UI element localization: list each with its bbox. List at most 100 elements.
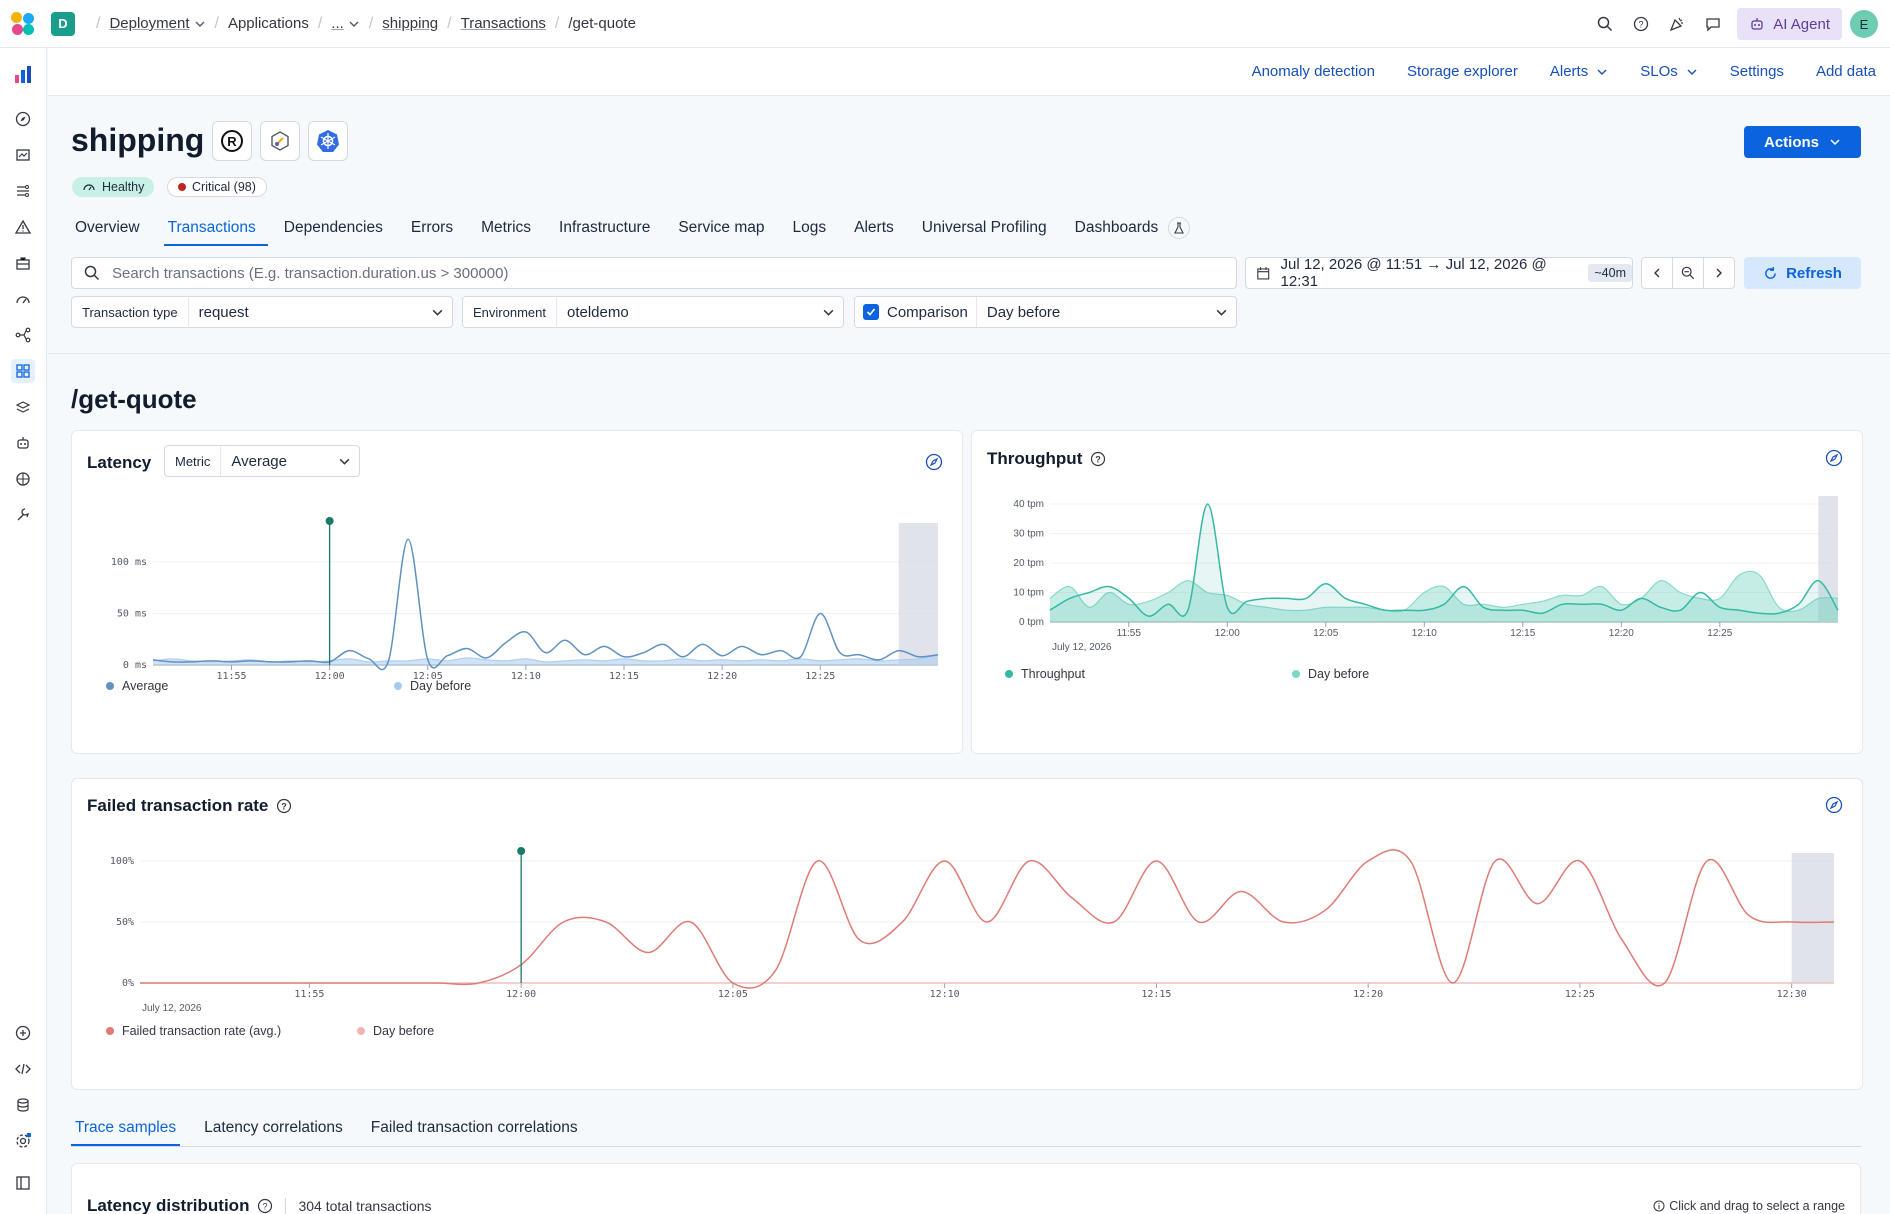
refresh-button[interactable]: Refresh — [1744, 257, 1861, 289]
tab-universal-profiling[interactable]: Universal Profiling — [921, 219, 1047, 236]
tab-latency-correlations[interactable]: Latency correlations — [204, 1119, 343, 1136]
space-avatar[interactable]: D — [51, 11, 75, 36]
stack-management-icon[interactable] — [11, 1093, 35, 1117]
comparison-select[interactable]: Comparison Day before — [854, 296, 1237, 328]
chevron-down-icon[interactable] — [194, 18, 206, 30]
storage-explorer-link[interactable]: Storage explorer — [1406, 63, 1518, 80]
anomaly-detection-link[interactable]: Anomaly detection — [1251, 63, 1375, 80]
dev-tools-icon[interactable] — [11, 1057, 35, 1081]
chevron-down-icon[interactable] — [348, 18, 360, 30]
help-icon[interactable]: ? — [1090, 451, 1106, 467]
chevron-left-icon — [1654, 268, 1660, 278]
x-tick-label: 12:10 — [1412, 628, 1437, 639]
legend-day-before[interactable]: Day before — [357, 1024, 434, 1038]
alerts-menu[interactable]: Alerts — [1550, 63, 1608, 80]
date-picker[interactable]: Jul 12, 2026 @ 11:51 → Jul 12, 2026 @ 12… — [1245, 256, 1633, 290]
opentelemetry-icon[interactable] — [260, 121, 300, 161]
user-avatar[interactable]: E — [1850, 10, 1878, 38]
breadcrumb-transactions[interactable]: Transactions — [460, 15, 546, 32]
settings-link[interactable]: Settings — [1729, 63, 1784, 80]
tab-service-map[interactable]: Service map — [678, 219, 765, 236]
alerts-icon[interactable] — [11, 215, 35, 239]
distribution-header: Latency distribution ? 304 total transac… — [87, 1196, 432, 1214]
legend-average[interactable]: Average — [106, 679, 168, 693]
legend-failed-rate[interactable]: Failed transaction rate (avg.) — [106, 1024, 281, 1038]
latency-chart[interactable]: 0 ms 50 ms 100 ms 11:55 12:00 12:05 12:10 12:15… — [72, 501, 964, 681]
news-feed-icon[interactable] — [1659, 6, 1695, 42]
next-range-button[interactable] — [1703, 257, 1735, 289]
chevron-down-icon — [1206, 306, 1236, 319]
slos-menu[interactable]: SLOs — [1640, 63, 1698, 80]
search-input[interactable]: Search transactions (E.g. transaction.du… — [71, 257, 1237, 289]
cases-icon[interactable] — [11, 251, 35, 275]
dashboards-icon[interactable] — [11, 143, 35, 167]
latency-metric-select[interactable]: Metric Average — [164, 445, 360, 477]
previous-range-button[interactable] — [1641, 257, 1673, 289]
failed-transaction-panel: Failed transaction rate ? 0% 50% 100% 11:55… — [71, 778, 1863, 1090]
legend-throughput[interactable]: Throughput — [1005, 667, 1085, 681]
distribution-title: Latency distribution — [87, 1196, 250, 1214]
environment-select[interactable]: Environment oteldemo — [462, 296, 844, 328]
add-data-icon[interactable] — [11, 1021, 35, 1045]
elastic-logo-icon[interactable] — [11, 11, 35, 36]
throughput-chart[interactable]: 0 tpm 10 tpm 20 tpm 30 tpm 40 tpm 11:55 12:00 1… — [972, 486, 1864, 656]
applications-icon[interactable] — [11, 359, 35, 383]
service-map-icon[interactable] — [11, 323, 35, 347]
ai-agent-button[interactable]: AI Agent — [1737, 8, 1842, 40]
wrench-icon[interactable] — [11, 503, 35, 527]
failed-transaction-chart[interactable]: 0% 50% 100% 11:55 12:00 12:05 12:10 12:15 12:20 1… — [72, 839, 1864, 1019]
breadcrumb-collapsed[interactable]: ... — [331, 15, 344, 32]
breadcrumb-deployment[interactable]: Deployment — [109, 15, 190, 32]
collapse-nav-icon[interactable] — [11, 1171, 35, 1195]
legend-day-before[interactable]: Day before — [1292, 667, 1369, 681]
legend-average-label: Average — [122, 679, 169, 693]
search-icon — [84, 265, 100, 281]
comparison-checkbox[interactable] — [863, 304, 879, 320]
tab-transactions[interactable]: Transactions — [163, 212, 268, 246]
y-tick-label: 10 tpm — [1013, 588, 1044, 599]
tab-alerts[interactable]: Alerts — [854, 219, 894, 236]
x-tick-label: 12:05 — [1313, 628, 1338, 639]
series-day-before-line — [152, 655, 939, 663]
inspect-icon[interactable] — [925, 453, 943, 471]
discover-icon[interactable] — [11, 107, 35, 131]
legend-day-before[interactable]: Day before — [394, 679, 471, 693]
infrastructure-icon[interactable] — [11, 395, 35, 419]
kubernetes-icon[interactable] — [308, 121, 348, 161]
observability-logo-icon[interactable] — [11, 62, 35, 86]
machine-learning-icon[interactable] — [11, 467, 35, 491]
throughput-title: Throughput — [987, 449, 1083, 468]
ai-assistant-icon[interactable] — [11, 431, 35, 455]
rust-icon[interactable]: R — [212, 121, 252, 161]
help-icon[interactable]: ? — [1623, 6, 1659, 42]
add-data-link[interactable]: Add data — [1815, 63, 1876, 80]
breadcrumb-applications[interactable]: Applications — [227, 15, 309, 32]
chat-icon[interactable] — [1695, 6, 1731, 42]
help-icon[interactable]: ? — [257, 1198, 273, 1214]
help-icon[interactable]: ? — [276, 798, 292, 814]
inspect-icon[interactable] — [1825, 449, 1843, 467]
calendar-icon — [1257, 266, 1270, 279]
inspect-icon[interactable] — [1825, 796, 1843, 814]
tab-metrics[interactable]: Metrics — [481, 219, 532, 236]
tab-overview[interactable]: Overview — [75, 219, 140, 236]
tab-logs[interactable]: Logs — [792, 219, 827, 236]
settings-gear-icon[interactable] — [11, 1129, 35, 1153]
tab-dashboards[interactable]: Dashboards — [1071, 212, 1203, 246]
tab-errors[interactable]: Errors — [410, 219, 454, 236]
tab-failed-transaction-correlations[interactable]: Failed transaction correlations — [370, 1119, 578, 1136]
search-icon[interactable] — [1587, 6, 1623, 42]
logs-icon[interactable] — [11, 179, 35, 203]
tab-infrastructure[interactable]: Infrastructure — [559, 219, 651, 236]
tab-trace-samples[interactable]: Trace samples — [71, 1112, 181, 1146]
actions-button[interactable]: Actions — [1744, 126, 1861, 158]
health-status-badge[interactable]: Healthy — [72, 177, 155, 197]
x-tick-label: 12:00 — [315, 671, 345, 681]
transaction-type-select[interactable]: Transaction type request — [71, 296, 453, 328]
slo-icon[interactable] — [11, 287, 35, 311]
breadcrumb-shipping[interactable]: shipping — [382, 15, 439, 32]
robot-icon — [1751, 18, 1763, 30]
tab-dependencies[interactable]: Dependencies — [283, 219, 383, 236]
zoom-out-button[interactable] — [1672, 257, 1704, 289]
critical-alerts-badge[interactable]: Critical (98) — [167, 177, 267, 197]
